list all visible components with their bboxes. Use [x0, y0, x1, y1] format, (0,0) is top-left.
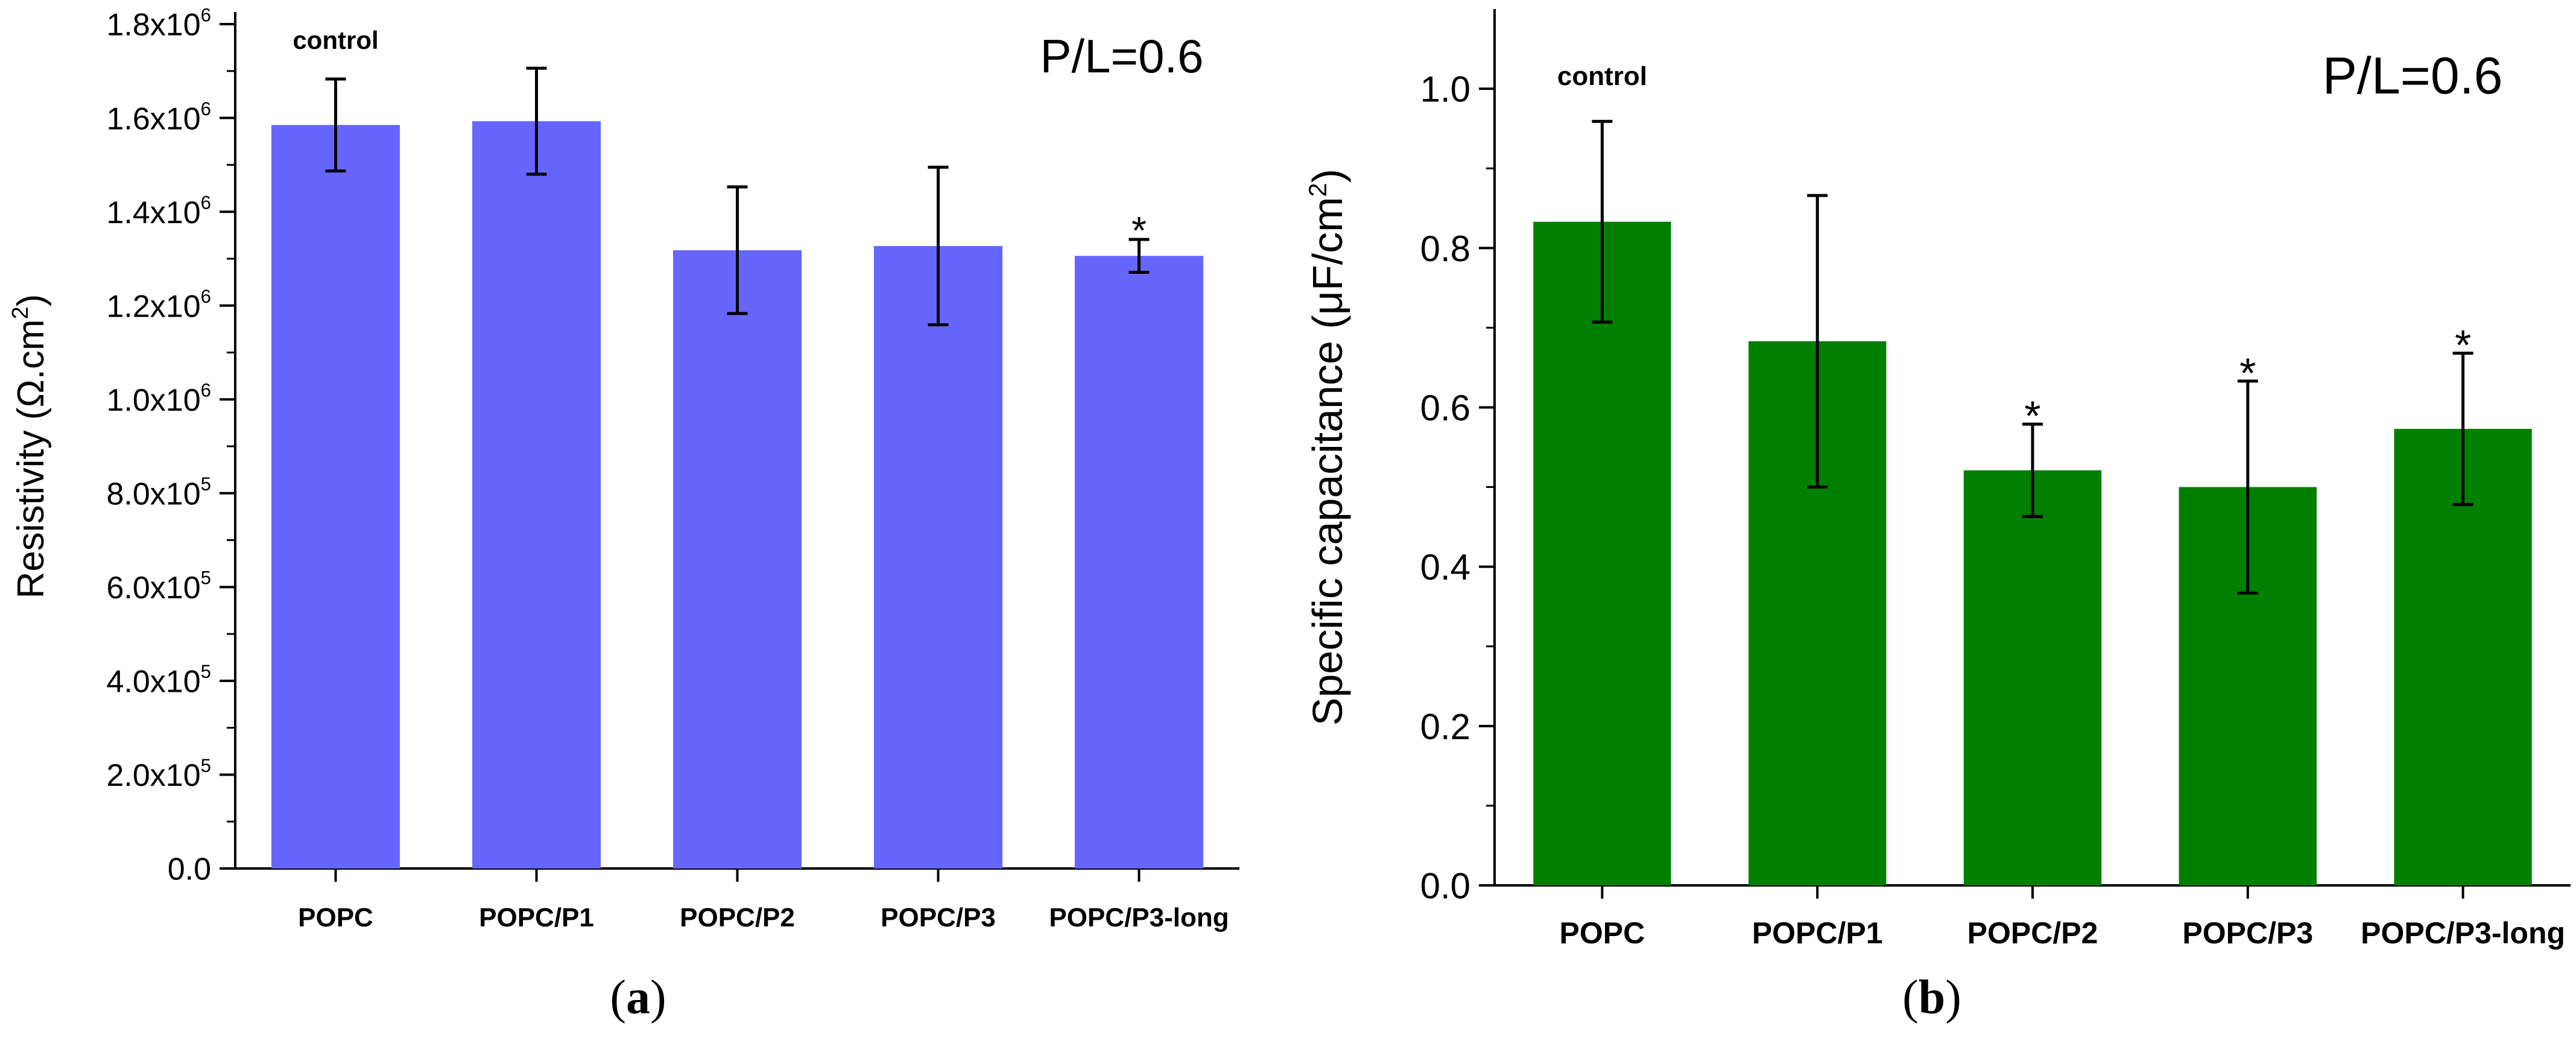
y-tick-label: 1.6x106 — [107, 98, 212, 136]
bar — [873, 245, 1003, 868]
corner-label: P/L=0.6 — [1040, 30, 1203, 83]
y-tick-label: 1.0 — [1420, 69, 1470, 110]
bar — [672, 250, 802, 868]
resistivity-chart: 0.0 2.0x105 4.0x105 6.0x105 8.0x105 1.0x106 1.… — [8, 4, 1239, 932]
significance-star: * — [1131, 209, 1147, 252]
category-label: POPC — [1560, 916, 1645, 950]
control-label: control — [1557, 62, 1647, 91]
y-axis-label: Specific capacitance (μF/cm2) — [1303, 169, 1351, 726]
capacitance-chart: 0.0 0.2 0.4 0.6 0.8 1.0 Specific capacitance (… — [1303, 9, 2571, 950]
category-label: POPC/P2 — [1967, 916, 2098, 950]
y-tick-label: 6.0x105 — [107, 568, 212, 606]
y-tick-label: 0.8 — [1420, 229, 1470, 269]
category-label: POPC/P3 — [881, 903, 996, 932]
significance-star: * — [2024, 393, 2040, 440]
y-tick-label: 0.4 — [1420, 547, 1470, 587]
y-tick-label: 1.4x106 — [107, 192, 212, 230]
category-label: POPC — [298, 903, 373, 932]
y-tick-label: 2.0x105 — [107, 755, 212, 793]
corner-label: P/L=0.6 — [2323, 47, 2503, 105]
y-tick-label: 8.0x105 — [107, 473, 212, 511]
bar — [1963, 470, 2102, 885]
category-label: POPC/P2 — [680, 903, 795, 932]
category-label: POPC/P3-long — [1049, 903, 1229, 932]
panel-label-b: (b) — [1902, 971, 1961, 1024]
y-tick-label: 1.8x106 — [107, 4, 212, 42]
bar — [1074, 256, 1204, 868]
y-tick-label: 0.6 — [1420, 388, 1470, 428]
significance-star: * — [2455, 321, 2471, 369]
y-tick-label: 4.0x105 — [107, 661, 212, 699]
category-label: POPC/P1 — [1752, 916, 1883, 950]
y-tick-label: 0.0 — [1420, 866, 1470, 906]
y-tick-label: 1.0x106 — [107, 380, 212, 418]
bar — [472, 121, 601, 868]
y-tick-label: 0.2 — [1420, 706, 1470, 747]
panel-label-a: (a) — [610, 971, 666, 1024]
bar — [271, 125, 400, 869]
category-label: POPC/P3 — [2182, 916, 2313, 950]
y-tick-label: 1.2x106 — [107, 286, 212, 324]
bar — [1533, 221, 1671, 885]
y-axis-label: Resistivity (Ω.cm2) — [8, 294, 52, 599]
category-label: POPC/P3-long — [2361, 916, 2565, 950]
y-tick-label: 0.0 — [168, 852, 211, 887]
category-label: POPC/P1 — [479, 903, 594, 932]
control-label: control — [293, 26, 378, 54]
significance-star: * — [2239, 349, 2256, 396]
